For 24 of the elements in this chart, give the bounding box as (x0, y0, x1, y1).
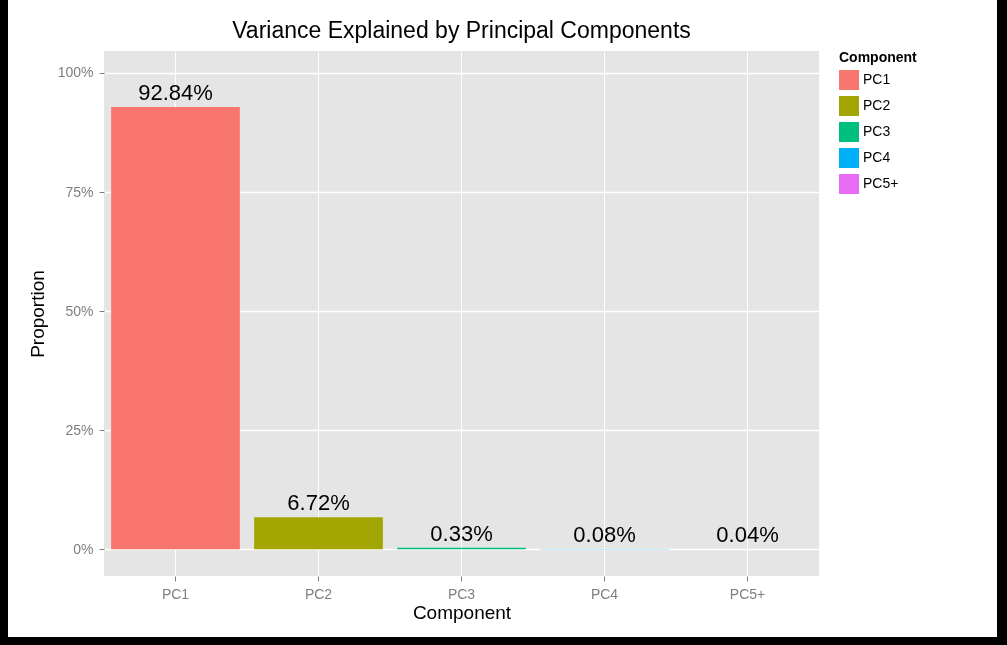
x-tick-label: PC1 (161, 585, 190, 602)
data-label: 0.08% (573, 521, 636, 547)
legend-label: PC3 (863, 123, 891, 139)
data-label: 6.72% (287, 490, 350, 516)
legend-title: Component (839, 49, 918, 65)
legend-label: PC5+ (863, 175, 899, 191)
data-label: 92.84% (138, 80, 213, 106)
x-axis-title: Component (412, 601, 512, 623)
y-tick-label: 25% (65, 421, 94, 438)
y-axis-title: Proportion (26, 270, 48, 358)
chart-title: Variance Explained by Principal Components (232, 17, 691, 43)
legend-label: PC1 (863, 71, 891, 87)
x-tick-label: PC5+ (729, 585, 766, 602)
data-label: 0.33% (430, 520, 493, 546)
y-tick-label: 0% (73, 540, 94, 557)
x-tick-label: PC4 (590, 585, 619, 602)
legend-label: PC2 (863, 97, 891, 113)
y-tick-label: 75% (65, 183, 94, 200)
x-tick-label: PC2 (304, 585, 333, 602)
y-tick-label: 100% (57, 64, 94, 81)
x-tick-label: PC3 (447, 585, 476, 602)
y-tick-label: 50% (65, 302, 94, 319)
legend-label: PC4 (863, 149, 891, 165)
data-label: 0.04% (716, 522, 779, 548)
